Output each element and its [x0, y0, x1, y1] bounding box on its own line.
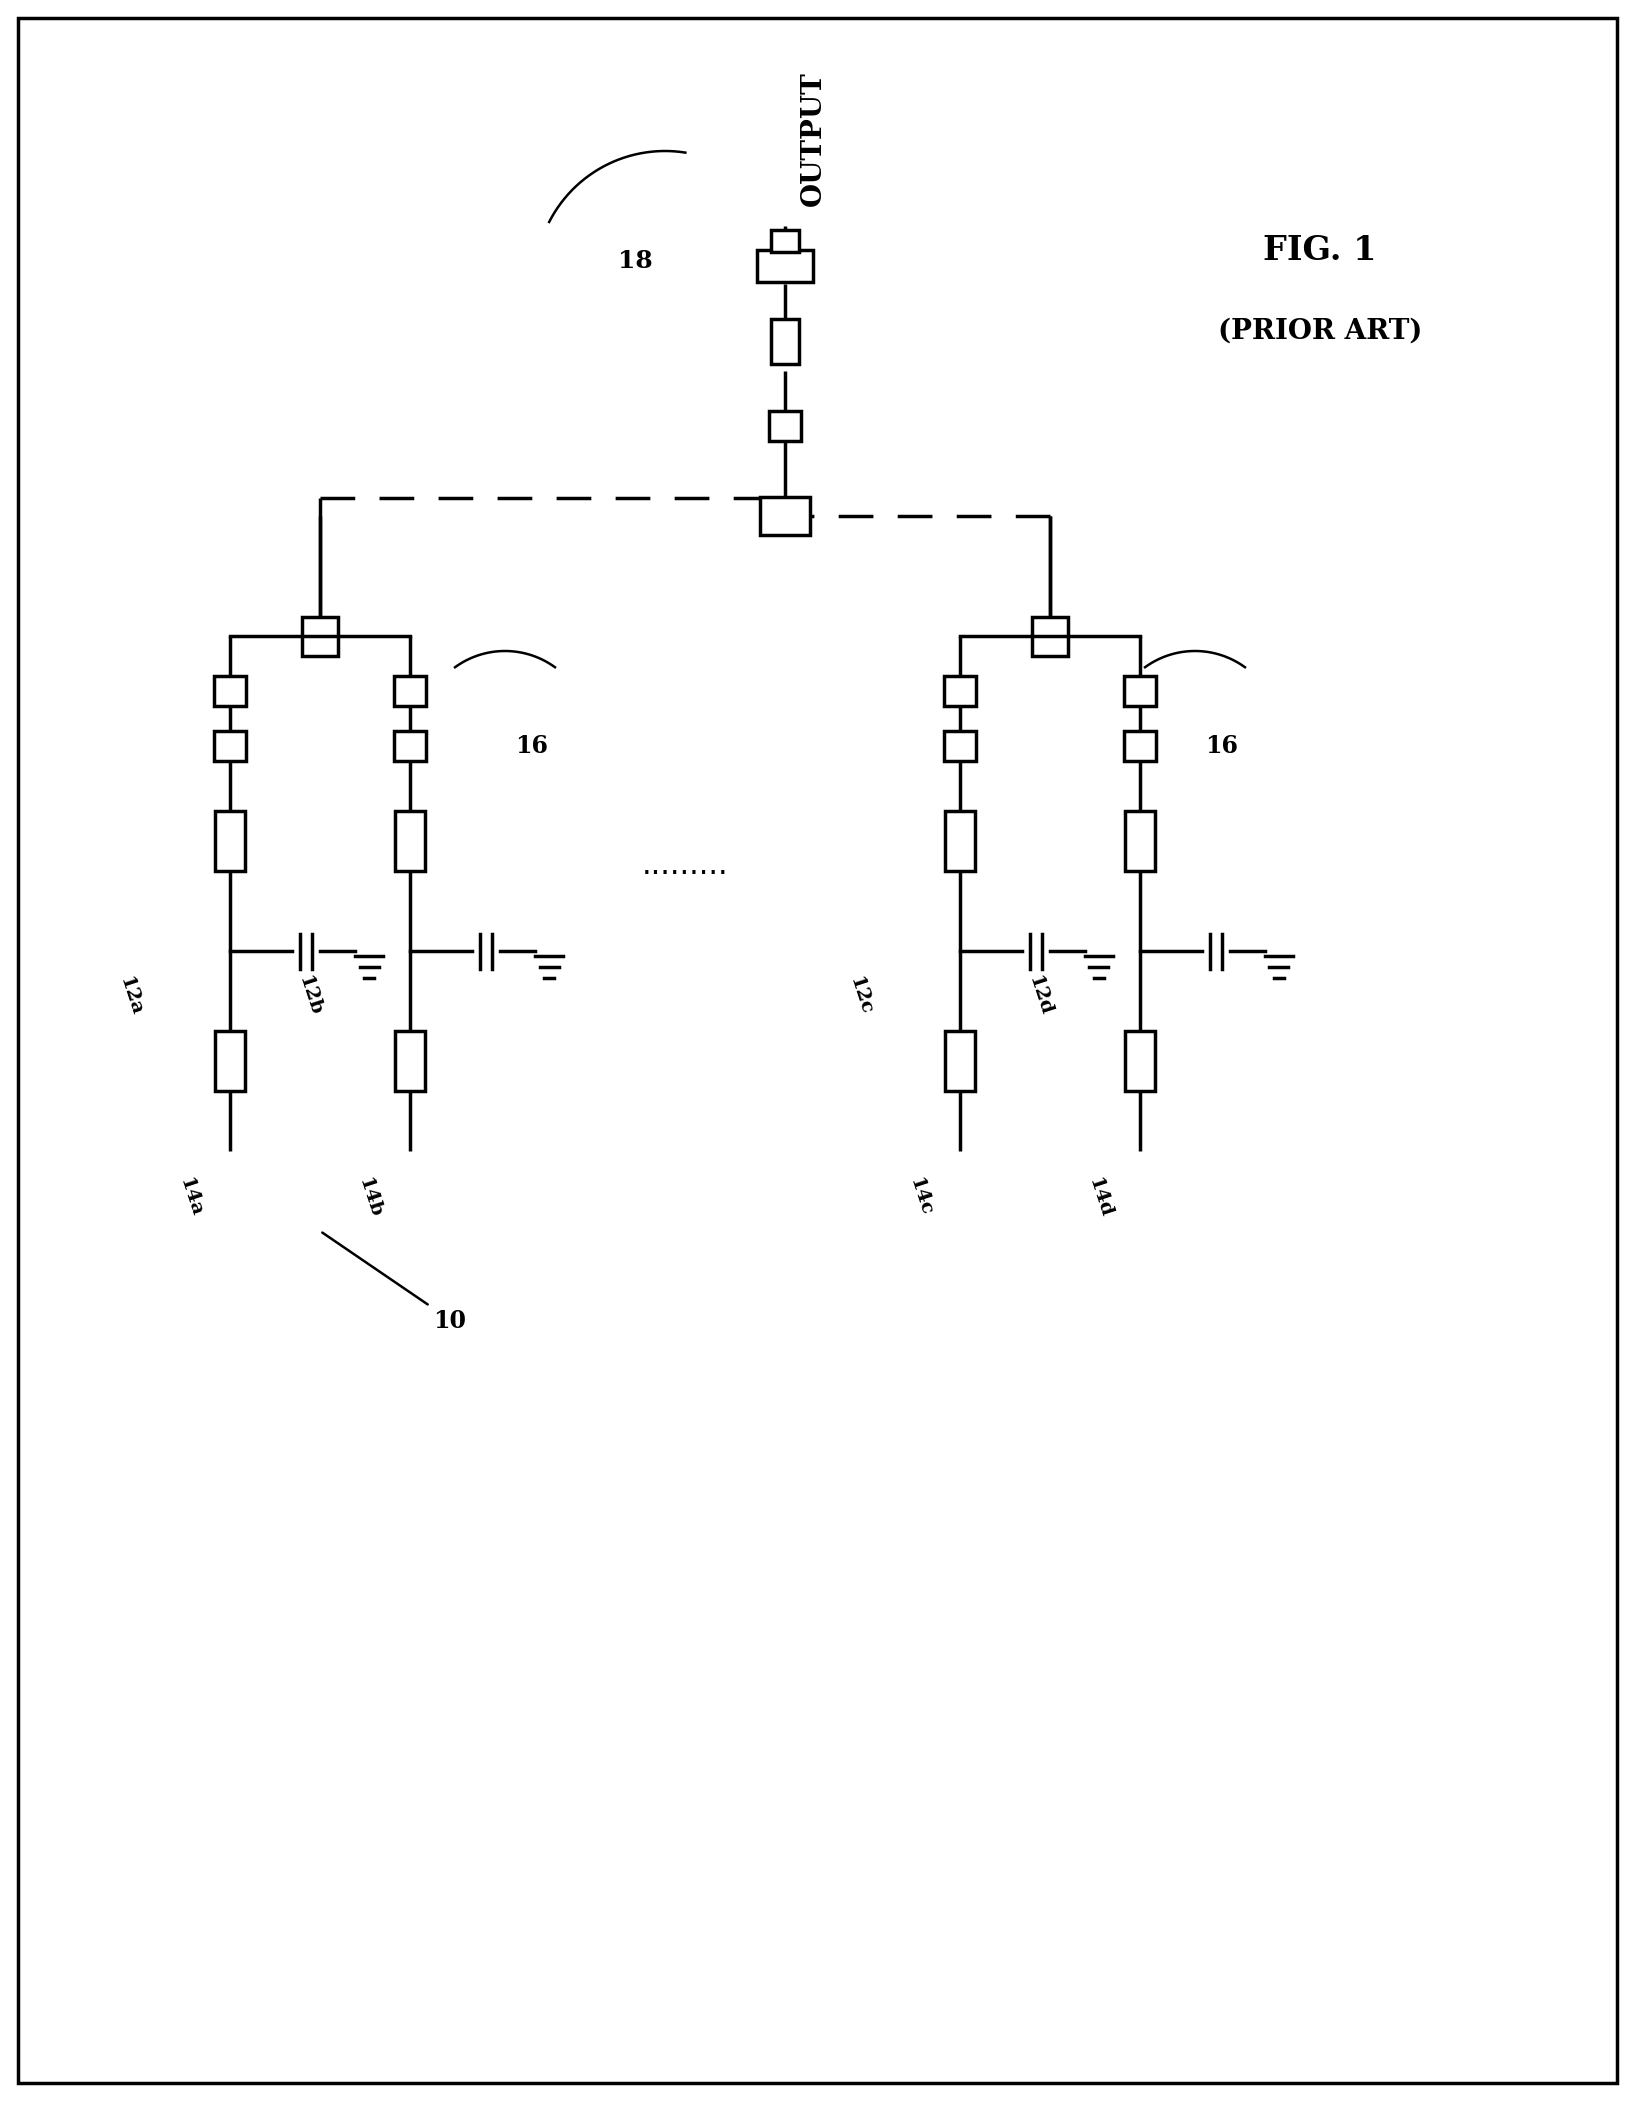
- Bar: [394, 731, 427, 761]
- Bar: [757, 250, 813, 282]
- Text: OUTPUT: OUTPUT: [800, 71, 827, 206]
- Text: 10: 10: [433, 1309, 466, 1332]
- Text: 14b: 14b: [355, 1177, 384, 1221]
- Text: (PRIOR ART): (PRIOR ART): [1218, 317, 1422, 345]
- Text: 14a: 14a: [175, 1177, 204, 1219]
- Text: 12c: 12c: [845, 975, 875, 1017]
- Bar: [943, 731, 976, 761]
- Text: 14d: 14d: [1086, 1177, 1115, 1221]
- Text: .........: .........: [641, 851, 728, 880]
- Bar: [772, 319, 800, 363]
- Bar: [1125, 811, 1154, 872]
- Bar: [1125, 1032, 1154, 1090]
- Text: 12a: 12a: [116, 975, 146, 1017]
- Text: 16: 16: [515, 733, 548, 758]
- Text: 12b: 12b: [296, 973, 325, 1019]
- Bar: [1123, 731, 1156, 761]
- Bar: [1123, 677, 1156, 706]
- Bar: [772, 229, 800, 252]
- Text: 16: 16: [1205, 733, 1238, 758]
- Bar: [945, 1032, 974, 1090]
- Text: 12d: 12d: [1025, 973, 1055, 1019]
- Bar: [760, 498, 809, 536]
- Bar: [1032, 616, 1068, 656]
- Bar: [768, 412, 801, 441]
- Bar: [394, 677, 427, 706]
- Bar: [214, 1032, 245, 1090]
- Bar: [945, 811, 974, 872]
- Bar: [302, 616, 337, 656]
- Bar: [396, 811, 425, 872]
- Text: FIG. 1: FIG. 1: [1264, 235, 1377, 267]
- Bar: [214, 811, 245, 872]
- Text: 14c: 14c: [906, 1177, 935, 1219]
- Text: 18: 18: [618, 250, 652, 273]
- Bar: [396, 1032, 425, 1090]
- Bar: [214, 731, 245, 761]
- Bar: [943, 677, 976, 706]
- Bar: [214, 677, 245, 706]
